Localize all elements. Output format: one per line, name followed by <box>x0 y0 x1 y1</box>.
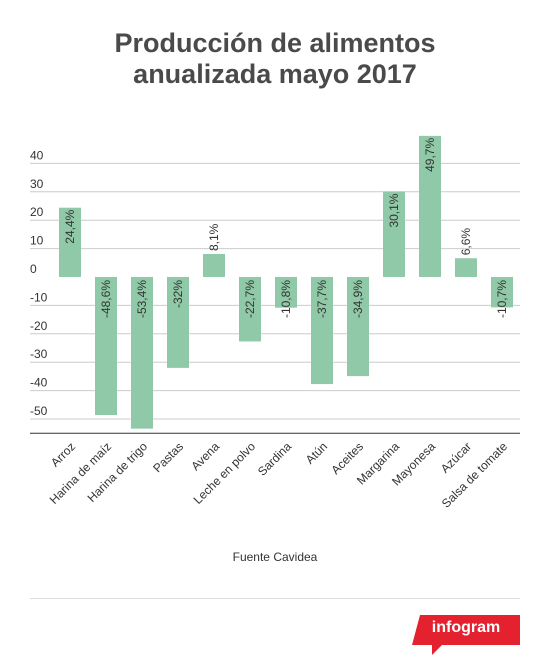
x-tick-label: Avena <box>188 439 222 473</box>
y-tick-label: 30 <box>30 177 44 191</box>
data-label: -10,8% <box>279 280 293 318</box>
x-tick-label: Pastas <box>150 439 186 475</box>
y-tick-label: 20 <box>30 205 44 219</box>
infogram-logo-shape <box>412 615 520 655</box>
bar[interactable] <box>203 253 225 277</box>
y-tick-label: 0 <box>30 262 37 276</box>
y-tick-label: -50 <box>30 404 48 418</box>
data-label: -34,9% <box>351 280 365 318</box>
y-tick-label: -40 <box>30 376 48 390</box>
y-tick-label: 10 <box>30 234 44 248</box>
bar[interactable] <box>383 191 405 277</box>
x-tick-label: Sardina <box>255 439 294 478</box>
data-label: 49,7% <box>423 138 437 172</box>
bar[interactable] <box>59 207 81 277</box>
x-tick-label: Salsa de tomate <box>439 439 510 510</box>
data-label: -48,6% <box>99 280 113 318</box>
bar[interactable] <box>455 258 477 277</box>
bar[interactable] <box>311 277 333 385</box>
bar-chart: 40 30 20 10 0 -10 -20 -30 -40 -50 24,4% Arroz -48,6%… <box>30 135 520 511</box>
data-label: -22,7% <box>243 280 257 318</box>
data-label: -53,4% <box>135 280 149 318</box>
bar[interactable] <box>95 277 117 416</box>
bar[interactable] <box>167 277 189 368</box>
data-label: 30,1% <box>387 193 401 227</box>
infogram-logo[interactable]: infogram <box>412 615 520 655</box>
bar[interactable] <box>491 277 513 308</box>
chart-title: Producción de alimentos anualizada mayo … <box>0 28 550 90</box>
y-tick-label: 40 <box>30 148 44 162</box>
bar[interactable] <box>347 277 369 377</box>
data-label: 6,6% <box>459 228 473 256</box>
x-tick-label: Leche en polvo <box>191 439 259 507</box>
infogram-logo-text: infogram <box>431 619 501 636</box>
data-label: -10,7% <box>495 280 509 318</box>
bar[interactable] <box>239 277 261 342</box>
source-note: Fuente Cavidea <box>232 550 318 564</box>
x-tick-label: Arroz <box>48 439 78 469</box>
bar[interactable] <box>275 277 297 308</box>
x-tick-label: Atún <box>303 439 330 466</box>
bar[interactable] <box>131 277 153 429</box>
y-tick-label: -20 <box>30 319 48 333</box>
data-label: 8,1% <box>207 223 221 251</box>
bar[interactable] <box>419 135 441 277</box>
chart-title-line1: Producción de alimentos <box>114 28 436 58</box>
footer-divider <box>30 598 520 599</box>
data-label: -32% <box>171 280 185 308</box>
data-label: -37,7% <box>315 280 329 318</box>
chart-title-line2: anualizada mayo 2017 <box>133 59 417 89</box>
y-tick-label: -30 <box>30 347 48 361</box>
y-tick-label: -10 <box>30 290 48 304</box>
data-label: 24,4% <box>63 209 77 243</box>
